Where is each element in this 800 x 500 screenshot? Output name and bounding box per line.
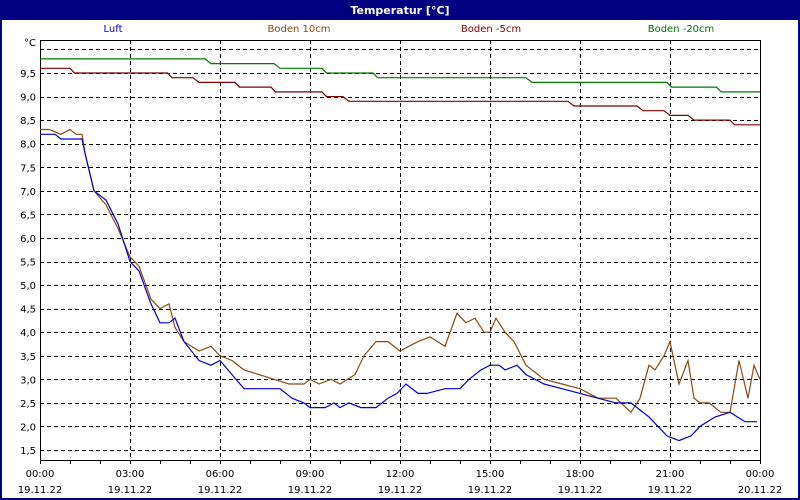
legend-item: Luft [103, 24, 123, 35]
series-line-boden-20cm [40, 58, 760, 93]
x-tick-time: 09:00 [296, 469, 325, 480]
x-tick-time: 03:00 [116, 469, 145, 480]
y-tick-label: 4,0 [20, 328, 36, 339]
y-tick-label: 2,0 [20, 422, 36, 433]
x-tick-time: 18:00 [566, 469, 595, 480]
y-tick-label: 5,5 [20, 258, 36, 269]
axes [40, 40, 761, 464]
y-tick-label: 7,0 [20, 187, 36, 198]
y-tick-label: 9,0 [20, 93, 36, 104]
y-axis-ticks: 1,5 2,0 2,5 3,0 3,5 4,0 4,5 5,0 5,5 6,0 6,5 7,0 7,5 8… [20, 69, 36, 457]
x-tick-date: 19.11.22 [468, 485, 513, 496]
x-tick-time: 00:00 [746, 469, 775, 480]
x-tick-time: 21:00 [656, 469, 685, 480]
y-tick-label: 3,5 [20, 352, 36, 363]
x-tick-date: 19.11.22 [18, 485, 63, 496]
x-tick-date: 19.11.22 [198, 485, 243, 496]
y-tick-label: 6,5 [20, 210, 36, 221]
data-series [40, 58, 761, 442]
x-tick-date: 19.11.22 [108, 485, 153, 496]
x-tick-date: 19.11.22 [378, 485, 423, 496]
x-tick-date: 19.11.22 [288, 485, 333, 496]
x-tick-date: 19.11.22 [648, 485, 693, 496]
y-tick-label: 6,0 [20, 234, 36, 245]
y-tick-label: 5,0 [20, 281, 36, 292]
series-line-boden-10cm [40, 128, 761, 414]
y-tick-label: 9,5 [20, 69, 36, 80]
y-tick-label: 8,5 [20, 116, 36, 127]
y-tick-label: 3,0 [20, 375, 36, 386]
chart-title: Temperatur [°C] [2, 2, 798, 20]
y-tick-label: 7,5 [20, 163, 36, 174]
legend-item: Boden -20cm [647, 24, 715, 35]
x-tick-time: 06:00 [206, 469, 235, 480]
grid-lines [40, 40, 760, 460]
y-axis-unit: °C [24, 38, 36, 49]
y-tick-label: 4,5 [20, 305, 36, 316]
series-line-boden-5cm [40, 67, 760, 126]
x-tick-time: 15:00 [476, 469, 505, 480]
x-tick-time: 00:00 [26, 469, 55, 480]
y-tick-label: 2,5 [20, 399, 36, 410]
series-line-luft [40, 133, 757, 442]
x-axis-ticks: 00:00 19.11.22 03:00 19.11.22 06:00 19.11.22 0… [18, 469, 783, 496]
legend-item: Boden 10cm [267, 24, 331, 35]
x-tick-date: 19.11.22 [558, 485, 603, 496]
legend-item: Boden -5cm [460, 24, 522, 35]
y-tick-label: 8,0 [20, 140, 36, 151]
y-tick-label: 1,5 [20, 446, 36, 457]
x-tick-date: 20.11.22 [738, 485, 783, 496]
x-tick-time: 12:00 [386, 469, 415, 480]
